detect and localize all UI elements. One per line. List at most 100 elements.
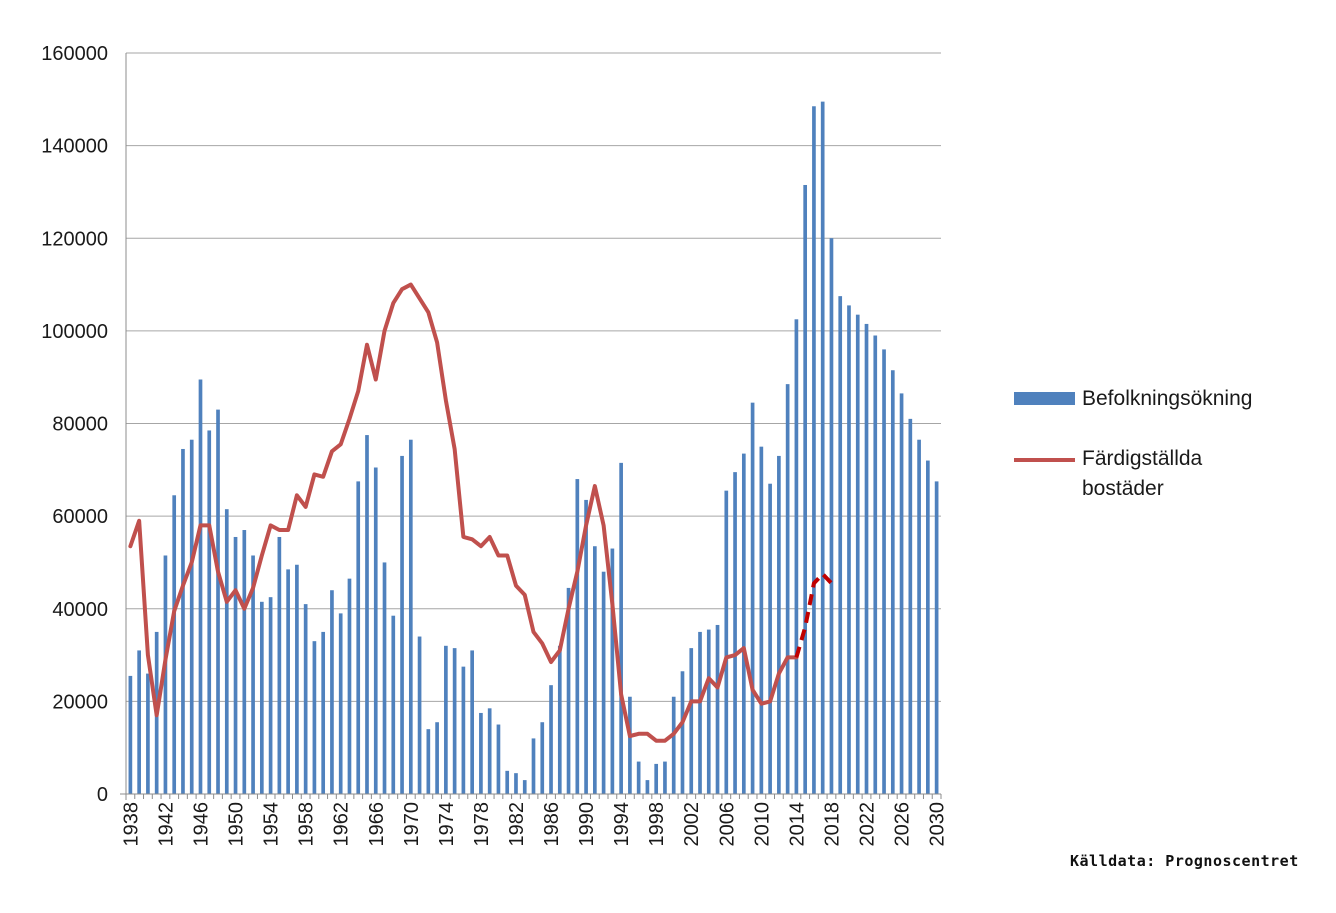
bar-1971 (417, 636, 422, 794)
bar-2025 (890, 370, 895, 794)
x-tick-label: 1954 (261, 802, 283, 847)
bar-2001 (680, 671, 685, 794)
bar-1948 (216, 409, 220, 794)
line-fardigstallda-forecast (794, 572, 833, 658)
x-tick-label: 2002 (681, 802, 703, 847)
bar-1957 (295, 564, 299, 794)
bar-2018 (829, 238, 834, 794)
bar-1946 (198, 379, 203, 794)
y-tick-label: 140000 (41, 136, 108, 158)
x-tick-label: 1994 (611, 802, 633, 847)
bar-2011 (768, 483, 772, 794)
x-tick-label: 1974 (436, 802, 458, 847)
bar-1968 (391, 615, 396, 794)
bar-1945 (189, 439, 194, 794)
bar-1980 (496, 724, 501, 794)
bar-1940 (146, 673, 150, 794)
bar-2024 (882, 349, 886, 794)
legend-label-fardigstallda-line1: Färdigställda (1082, 447, 1203, 470)
bar-2014 (794, 319, 799, 794)
x-tick-label: 1990 (576, 802, 598, 847)
bar-1981 (505, 770, 510, 794)
bar-1979 (487, 708, 492, 794)
x-tick-label: 1978 (471, 802, 493, 847)
bar-1961 (330, 590, 334, 794)
bar-1983 (522, 780, 527, 794)
legend-label-fardigstallda-line2: bostäder (1082, 477, 1164, 500)
bar-2026 (899, 393, 904, 794)
x-tick-label: 2010 (751, 802, 773, 847)
bar-1997 (645, 780, 650, 794)
bar-2017 (820, 101, 825, 794)
bar-series (128, 101, 939, 795)
x-tick-label: 1982 (506, 802, 528, 847)
bar-1943 (172, 495, 177, 794)
bar-1966 (373, 467, 378, 794)
x-tick-label: 1946 (190, 802, 212, 847)
bar-1987 (557, 645, 562, 794)
bar-1963 (347, 578, 352, 794)
bar-1990 (584, 499, 588, 794)
x-tick-label: 1962 (331, 802, 353, 847)
bar-2000 (671, 696, 676, 794)
bar-1944 (181, 448, 185, 794)
x-axis-tick-labels: 1938 1942 1946 1950 1954 1958 1962 1966 1970 1974… (120, 802, 948, 847)
bar-2023 (873, 335, 878, 794)
bar-2010 (759, 446, 764, 794)
x-tick-label: 1966 (366, 802, 388, 847)
axes (120, 53, 942, 800)
bar-1976 (461, 666, 466, 794)
bar-1986 (549, 685, 553, 794)
x-tick-label: 1998 (646, 802, 668, 847)
bar-1984 (531, 738, 536, 794)
bar-1993 (610, 548, 615, 794)
bar-2029 (926, 460, 930, 794)
bar-1973 (435, 722, 439, 794)
line-fardigstallda-bostader (128, 282, 799, 743)
bar-1942 (163, 555, 168, 794)
bar-1996 (636, 761, 641, 794)
bar-2027 (908, 418, 913, 794)
x-tick-label: 2014 (786, 802, 808, 847)
bar-1992 (601, 571, 606, 794)
x-tick-label: 2006 (716, 802, 738, 847)
bar-2006 (724, 490, 729, 794)
bar-1974 (444, 645, 448, 794)
bar-1977 (470, 650, 474, 794)
bar-1975 (452, 648, 457, 794)
bar-1991 (593, 546, 597, 794)
bar-2007 (733, 472, 737, 794)
bar-2030 (934, 481, 939, 794)
bar-1988 (566, 587, 571, 794)
y-tick-label: 60000 (52, 506, 108, 528)
bar-1950 (233, 536, 238, 794)
bar-2019 (838, 296, 843, 794)
bar-1962 (338, 613, 343, 794)
bar-1953 (259, 601, 264, 794)
bar-2013 (785, 384, 790, 794)
y-axis-tick-labels: 0 20000 40000 60000 80000 100000 120000 140000 1… (41, 43, 108, 806)
bar-2002 (689, 648, 694, 794)
bar-2012 (777, 455, 781, 794)
bar-1958 (303, 604, 308, 794)
legend-label-befolkningsokning: Befolkningsökning (1082, 387, 1252, 410)
legend: Befolkningsökning Färdigställda bostäder (1014, 387, 1252, 500)
bar-2008 (741, 453, 746, 794)
bar-1998 (654, 763, 659, 794)
bar-1959 (312, 641, 317, 794)
bar-1960 (321, 631, 326, 794)
bar-1967 (382, 562, 387, 794)
bar-1999 (663, 761, 667, 794)
bar-1951 (242, 530, 247, 794)
bar-1970 (408, 439, 413, 794)
bar-1978 (479, 712, 483, 794)
bar-1947 (207, 430, 212, 794)
y-tick-label: 80000 (52, 414, 108, 436)
bar-1994 (619, 462, 623, 794)
y-tick-label: 20000 (52, 691, 108, 713)
x-tick-label: 1938 (120, 802, 142, 847)
bar-1985 (540, 722, 545, 794)
y-tick-label: 160000 (41, 43, 108, 65)
bar-1995 (628, 696, 632, 794)
y-tick-label: 0 (97, 784, 108, 806)
